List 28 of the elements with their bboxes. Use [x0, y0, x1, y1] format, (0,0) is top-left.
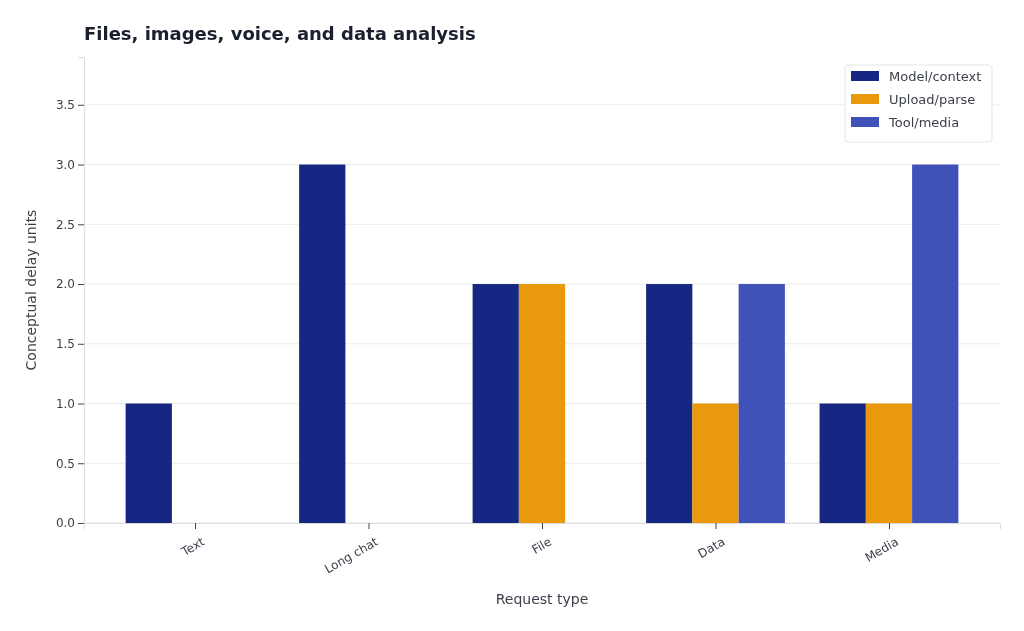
bar [518, 284, 566, 523]
y-tick-label: 1.5 [55, 337, 75, 352]
x-tick-label: Data [695, 534, 728, 562]
y-tick-label: 3.0 [55, 157, 75, 172]
x-tick-label: Long chat [322, 534, 381, 577]
bar [299, 164, 346, 523]
legend-label: Upload/parse [889, 92, 976, 107]
bar [912, 164, 959, 523]
legend-label: Tool/media [888, 115, 960, 130]
legend-label: Model/context [889, 69, 982, 84]
bar [738, 284, 785, 523]
y-tick-label: 0.0 [55, 516, 75, 531]
bar [865, 403, 913, 523]
bar [819, 403, 866, 523]
chart-title: Files, images, voice, and data analysis [84, 23, 476, 44]
bar [692, 403, 739, 523]
x-tick-label: File [529, 534, 554, 557]
x-tick-label: Text [178, 534, 208, 560]
bar [646, 284, 693, 523]
bar [472, 284, 519, 523]
y-tick-label: 2.5 [55, 217, 75, 232]
bar [125, 403, 172, 523]
x-axis-title: Request type [495, 591, 589, 607]
y-tick-label: 2.0 [55, 277, 75, 292]
y-tick-label: 0.5 [55, 456, 75, 471]
y-tick-label: 1.0 [55, 396, 75, 411]
y-axis-title: Conceptual delay units [23, 209, 39, 371]
y-tick-label: 3.5 [55, 98, 75, 113]
